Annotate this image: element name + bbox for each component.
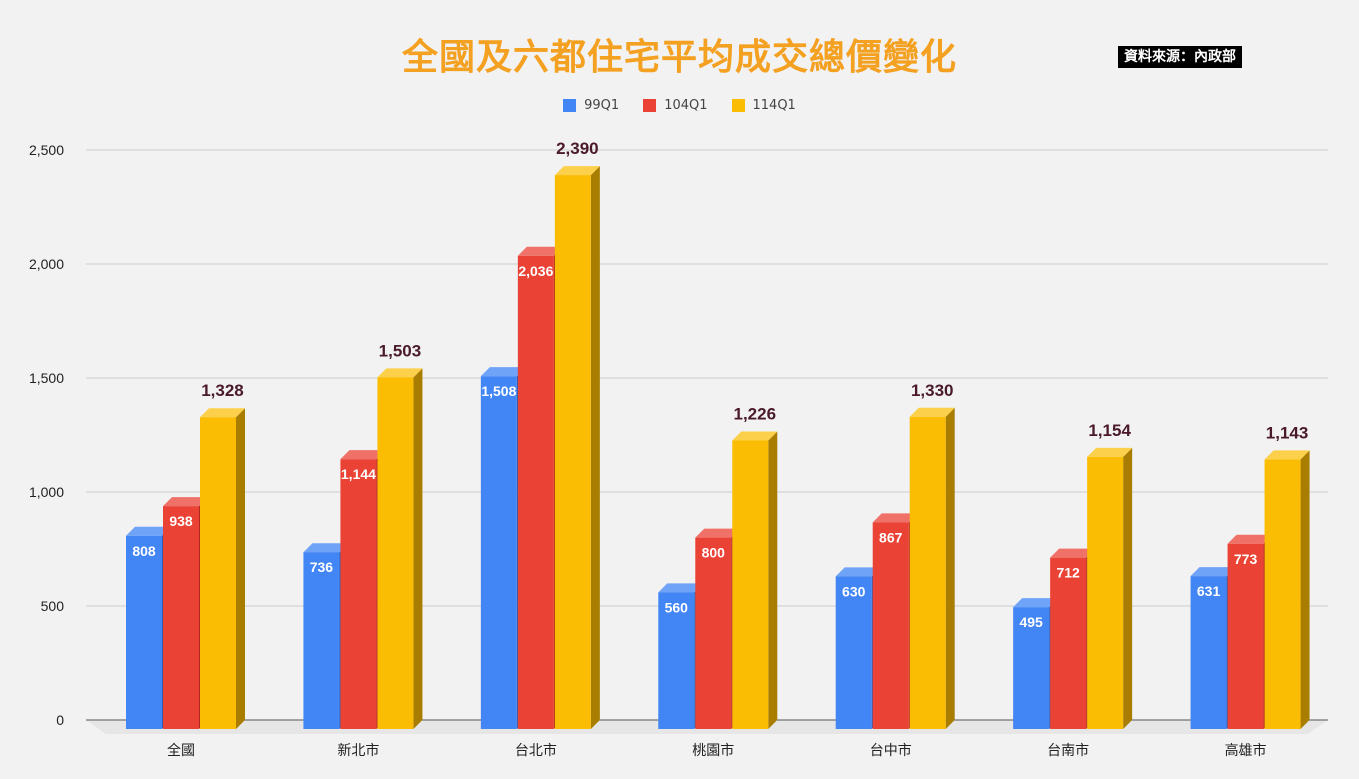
data-label-114Q1-2: 2,390 xyxy=(556,139,599,158)
x-tick-label-5: 台南市 xyxy=(1047,742,1089,759)
bar-top-99Q1-4 xyxy=(835,567,881,577)
data-label-104Q1-4: 867 xyxy=(879,529,903,545)
bar-top-114Q1-3 xyxy=(732,431,778,441)
bar-side-114Q1-5 xyxy=(1123,447,1133,729)
bar-top-114Q1-6 xyxy=(1264,450,1310,460)
data-label-99Q1-6: 631 xyxy=(1197,583,1221,599)
bar-top-99Q1-3 xyxy=(658,583,704,593)
legend-label-114Q1: 114Q1 xyxy=(752,98,796,113)
bar-top-104Q1-0 xyxy=(163,497,208,507)
data-label-114Q1-0: 1,328 xyxy=(201,381,244,400)
data-label-104Q1-3: 800 xyxy=(702,545,726,561)
data-label-114Q1-3: 1,226 xyxy=(734,404,777,423)
bar-104Q1-5 xyxy=(1050,557,1087,729)
bar-114Q1-4 xyxy=(909,416,946,729)
y-tick-label-2500: 2,500 xyxy=(29,142,64,158)
bar-99Q1-0 xyxy=(126,535,162,729)
y-tick-label-0: 0 xyxy=(56,712,64,728)
bar-99Q1-5 xyxy=(1013,607,1050,729)
x-tick-label-6: 高雄市 xyxy=(1225,742,1267,759)
bar-top-114Q1-1 xyxy=(377,368,423,378)
bar-99Q1-4 xyxy=(835,576,872,729)
bar-104Q1-3 xyxy=(695,537,732,729)
data-label-104Q1-2: 2,036 xyxy=(518,263,553,279)
y-tick-label-2000: 2,000 xyxy=(29,256,64,272)
data-label-104Q1-6: 773 xyxy=(1234,551,1258,567)
bar-104Q1-2 xyxy=(517,255,554,730)
data-label-99Q1-2: 1,508 xyxy=(481,383,516,399)
data-label-104Q1-0: 938 xyxy=(169,513,193,529)
bar-99Q1-6 xyxy=(1190,576,1227,729)
chart-title: 全國及六都住宅平均成交總價變化 xyxy=(401,37,957,78)
bar-side-114Q1-1 xyxy=(413,368,423,729)
bar-top-99Q1-1 xyxy=(303,543,349,553)
bar-side-114Q1-4 xyxy=(945,407,955,729)
bar-top-114Q1-2 xyxy=(554,166,600,176)
data-label-99Q1-4: 630 xyxy=(842,583,866,599)
bar-99Q1-3 xyxy=(658,592,695,729)
data-label-104Q1-1: 1,144 xyxy=(341,466,376,482)
y-tick-label-500: 500 xyxy=(41,598,65,614)
bar-top-104Q1-3 xyxy=(695,528,741,538)
legend-swatch-104Q1 xyxy=(643,99,657,112)
bar-side-114Q1-6 xyxy=(1300,450,1310,729)
bar-top-104Q1-4 xyxy=(872,513,918,523)
data-label-114Q1-4: 1,330 xyxy=(911,381,954,400)
x-tick-label-0: 全國 xyxy=(167,742,195,759)
legend-item-114Q1: 114Q1 xyxy=(731,98,796,113)
bar-side-114Q1-0 xyxy=(236,408,245,729)
bar-104Q1-6 xyxy=(1227,543,1264,729)
y-tick-label-1500: 1,500 xyxy=(29,370,64,386)
x-tick-label-1: 新北市 xyxy=(337,742,379,759)
bar-114Q1-6 xyxy=(1264,459,1301,729)
bar-top-99Q1-2 xyxy=(480,367,526,377)
bar-top-104Q1-5 xyxy=(1050,548,1096,558)
bar-top-104Q1-2 xyxy=(517,246,563,256)
x-tick-label-4: 台中市 xyxy=(870,742,912,759)
legend-label-99Q1: 99Q1 xyxy=(584,98,620,113)
bar-104Q1-1 xyxy=(340,459,377,729)
data-label-114Q1-1: 1,503 xyxy=(379,341,422,360)
data-label-99Q1-0: 808 xyxy=(132,543,156,559)
legend: 99Q1 104Q1 114Q1 xyxy=(0,98,1359,113)
legend-swatch-99Q1 xyxy=(563,99,577,112)
y-tick-label-1000: 1,000 xyxy=(29,484,64,500)
bar-114Q1-0 xyxy=(200,417,236,729)
bar-114Q1-1 xyxy=(377,377,414,729)
bar-top-114Q1-5 xyxy=(1087,447,1133,457)
bar-side-114Q1-3 xyxy=(768,431,778,729)
bar-99Q1-1 xyxy=(303,552,340,729)
bar-top-99Q1-0 xyxy=(126,526,171,536)
bar-114Q1-2 xyxy=(554,175,591,729)
bar-99Q1-2 xyxy=(480,376,517,729)
data-label-104Q1-5: 712 xyxy=(1056,565,1080,581)
bar-side-114Q1-2 xyxy=(590,166,600,729)
bar-104Q1-0 xyxy=(163,506,199,729)
source-label: 資料來源：內政部 xyxy=(1118,46,1242,68)
bar-top-104Q1-1 xyxy=(340,450,386,460)
data-label-99Q1-5: 495 xyxy=(1019,614,1043,630)
data-label-114Q1-5: 1,154 xyxy=(1088,421,1131,440)
bar-top-114Q1-4 xyxy=(909,407,955,417)
bar-top-114Q1-0 xyxy=(200,408,245,418)
bar-top-99Q1-6 xyxy=(1190,567,1236,577)
data-label-99Q1-1: 736 xyxy=(310,559,334,575)
x-tick-label-2: 台北市 xyxy=(515,742,557,759)
legend-swatch-114Q1 xyxy=(731,99,745,112)
bar-104Q1-4 xyxy=(872,522,909,729)
data-label-99Q1-3: 560 xyxy=(665,599,689,615)
x-tick-label-3: 桃園市 xyxy=(692,742,734,759)
bar-114Q1-3 xyxy=(732,440,769,729)
bar-top-99Q1-5 xyxy=(1013,598,1059,608)
data-label-114Q1-6: 1,143 xyxy=(1266,423,1309,442)
bar-114Q1-5 xyxy=(1087,456,1124,729)
legend-item-104Q1: 104Q1 xyxy=(643,98,708,113)
bar-top-104Q1-6 xyxy=(1227,534,1273,544)
legend-label-104Q1: 104Q1 xyxy=(664,98,708,113)
legend-item-99Q1: 99Q1 xyxy=(563,98,619,113)
